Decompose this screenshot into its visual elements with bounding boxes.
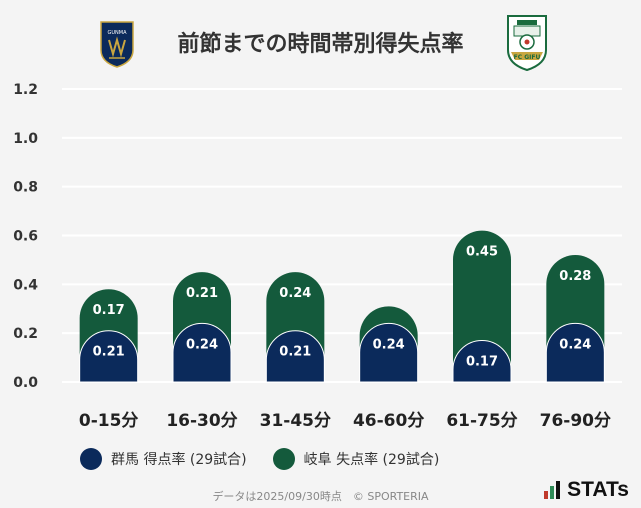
stats-bars-icon	[544, 481, 562, 499]
legend-swatch-home	[80, 448, 102, 470]
legend: 群馬 得点率 (29試合) 岐阜 失点率 (29試合)	[80, 448, 465, 470]
y-tick-label: 0.4	[13, 277, 38, 293]
bar-home	[79, 330, 139, 383]
legend-swatch-away	[272, 448, 295, 470]
y-tick-label: 1.0	[13, 131, 38, 147]
y-tick-label: 1.2	[13, 82, 38, 98]
chart-title: 前節までの時間帯別得失点率	[177, 32, 464, 57]
data-label-away: 0.17	[93, 303, 125, 318]
x-category-label: 31-45分	[260, 411, 331, 431]
legend-label-away: 岐阜 失点率 (29試合)	[303, 452, 440, 468]
x-category-label: 76-90分	[540, 411, 611, 431]
data-label-home: 0.24	[186, 337, 218, 352]
data-label-away: 0.45	[466, 245, 498, 260]
data-label-home: 0.21	[93, 345, 125, 360]
gunma-logo-text: GUNMA	[107, 30, 127, 36]
bar-chart: 0.0 0.2 0.4 0.6 0.8 1.0 1.2 0.21 0.17 0-15分 0.24 0.…	[13, 82, 622, 431]
data-label-home: 0.24	[373, 337, 405, 352]
data-label-home: 0.24	[559, 337, 591, 352]
data-label-home: 0.17	[466, 354, 498, 369]
stats-brand: STATs	[544, 478, 629, 502]
data-label-away: 0.24	[279, 286, 311, 301]
stats-brand-text: STATs	[567, 478, 629, 501]
y-tick-label: 0.6	[13, 229, 38, 245]
x-category-label: 61-75分	[446, 411, 517, 431]
y-tick-label: 0.2	[13, 326, 38, 342]
y-tick-label: 0.0	[13, 375, 38, 391]
data-label-away: 0.21	[186, 286, 218, 301]
legend-label-home: 群馬 得点率 (29試合)	[111, 452, 247, 468]
bar-home	[545, 322, 605, 383]
fc-gifu-logo-text: FC GIFU	[514, 54, 541, 61]
data-label-away: 0.28	[559, 269, 591, 284]
footer-note: データは2025/09/30時点 © SPORTERIA	[212, 490, 429, 503]
bar-home	[265, 330, 325, 383]
legend-item-away: 岐阜 失点率 (29試合)	[272, 448, 440, 470]
fc-gifu-logo: FC GIFU	[507, 15, 547, 72]
x-category-label: 0-15分	[79, 411, 139, 431]
bar-home	[359, 322, 419, 383]
y-tick-label: 0.8	[13, 180, 38, 196]
x-category-label: 16-30分	[166, 411, 237, 431]
data-label-home: 0.21	[279, 345, 311, 360]
x-category-label: 46-60分	[353, 411, 424, 431]
legend-item-home: 群馬 得点率 (29試合)	[80, 448, 247, 470]
bar-home	[172, 322, 232, 383]
gunma-logo: GUNMA	[100, 21, 134, 68]
bar-home	[452, 340, 512, 383]
